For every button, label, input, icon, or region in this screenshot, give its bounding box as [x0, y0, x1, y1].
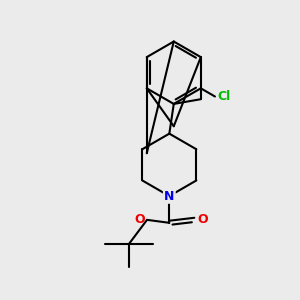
Text: N: N [164, 190, 175, 202]
Text: O: O [197, 213, 208, 226]
Text: O: O [134, 213, 145, 226]
Text: Cl: Cl [217, 90, 231, 103]
